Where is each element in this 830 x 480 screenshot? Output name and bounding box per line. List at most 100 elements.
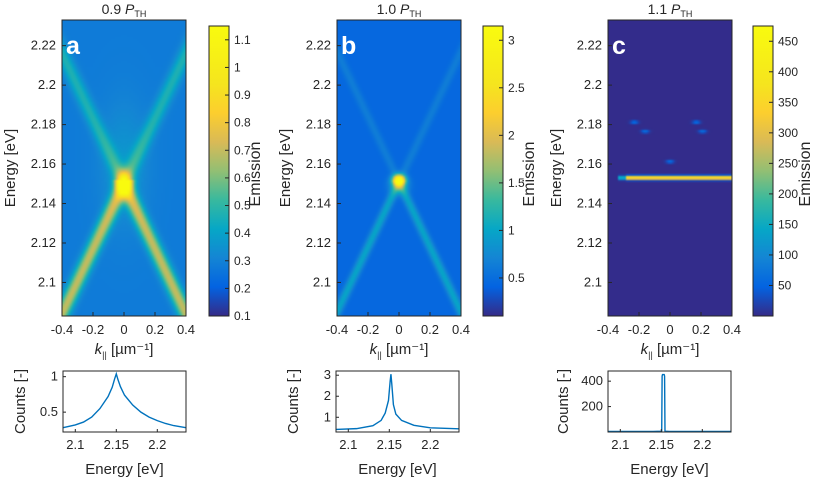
- panel-label-c: c: [612, 32, 626, 60]
- heatmap-b-xtick-label: 0.2: [421, 322, 439, 337]
- colorbar-a-tick-label: 0.6: [234, 171, 251, 185]
- heatmap-c-image: [608, 20, 732, 316]
- heatmap-a-ytick-label: 2.22: [31, 38, 56, 53]
- spectrum-b-spectrum-ylabel: Counts [-]: [285, 369, 302, 434]
- colorbar-c-tick-label: 350: [778, 95, 798, 109]
- heatmap-b-ytick-label: 2.16: [306, 156, 331, 171]
- heatmap-a-ytick-label: 2.1: [38, 274, 56, 289]
- heatmap-c-ytick-label: 2.22: [577, 38, 602, 53]
- spectrum-b-spectrum-xlabel: Energy [eV]: [358, 461, 436, 478]
- heatmap-a-xtick-label: 0.4: [177, 322, 195, 337]
- heatmap-c-xlabel: k|| [µm⁻¹]: [641, 341, 700, 360]
- spectrum-c-spectrum-xtick-label: 2.2: [693, 437, 711, 452]
- colorbar-a: [208, 25, 230, 317]
- spectrum-b-spectrum-xtick-label: 2.15: [377, 437, 402, 452]
- spectrum-a-spectrum-xtick-label: 2.2: [148, 437, 166, 452]
- spectrum-b-spectrum-xtick-label: 2.2: [421, 437, 439, 452]
- colorbar-c-tick-label: 50: [778, 278, 792, 292]
- colorbar-c: [752, 25, 774, 317]
- colorbar-c-tick-label: 150: [778, 217, 798, 231]
- spectrum-a-spectrum-ytick-label: 1: [51, 369, 58, 384]
- spectrum-a-spectrum-line: [62, 371, 187, 429]
- heatmap-a-ytick-label: 2.18: [31, 117, 56, 132]
- colorbar-a-tick-label: 1.1: [234, 33, 251, 47]
- spectrum-c-spectrum-frame: [607, 370, 732, 433]
- colorbar-a-tick-label: 1: [234, 60, 241, 74]
- spectrum-c-spectrum-ylabel: Counts [-]: [555, 369, 572, 434]
- heatmap-b-ylabel: Energy [eV]: [277, 129, 294, 207]
- colorbar-c-tick-label: 400: [778, 65, 798, 79]
- heatmap-c-xtick-label: -0.2: [628, 322, 650, 337]
- spectrum-c-spectrum-ytick-label: 200: [581, 399, 603, 414]
- colorbar-c-tick-label: 300: [778, 126, 798, 140]
- heatmap-a-xtick-label: -0.4: [51, 322, 73, 337]
- heatmap-c-xtick-label: 0.4: [723, 322, 741, 337]
- spectrum-c-spectrum-xtick-label: 2.15: [649, 437, 674, 452]
- spectrum-c-spectrum-xlabel: Energy [eV]: [630, 461, 708, 478]
- spectrum-a-spectrum-xtick-label: 2.15: [104, 437, 129, 452]
- colorbar-b: [482, 25, 504, 317]
- colorbar-a-tick-label: 0.7: [234, 143, 251, 157]
- heatmap-b-xtick-label: 0.4: [452, 322, 470, 337]
- spectrum-c-spectrum-xtick-label: 2.1: [611, 437, 629, 452]
- heatmap-c-ytick-label: 2.2: [584, 77, 602, 92]
- colorbar-c-label: Emission: [797, 142, 814, 207]
- heatmap-b-ytick-label: 2.1: [313, 274, 331, 289]
- heatmap-b-ytick-label: 2.22: [306, 38, 331, 53]
- heatmap-b-ytick-label: 2.2: [313, 77, 331, 92]
- colorbar-b-tick-label: 2: [508, 128, 515, 142]
- spectrum-a-spectrum-xlabel: Energy [eV]: [85, 461, 163, 478]
- heatmap-c-ytick-label: 2.1: [584, 274, 602, 289]
- spectrum-b-spectrum-ytick-label: 1: [324, 409, 331, 424]
- heatmap-a-xtick-label: -0.2: [82, 322, 104, 337]
- colorbar-c-tick-label: 250: [778, 156, 798, 170]
- colorbar-a-tick-label: 0.3: [234, 254, 251, 268]
- spectrum-a-spectrum-ytick-label: 0.5: [40, 404, 58, 419]
- spectrum-a-spectrum-ylabel: Counts [-]: [12, 369, 29, 434]
- spectrum-b-spectrum-line: [335, 374, 460, 431]
- colorbar-a-tick-label: 0.8: [234, 116, 251, 130]
- heatmap-a-ytick-label: 2.12: [31, 235, 56, 250]
- colorbar-c-tick-label: 200: [778, 187, 798, 201]
- heatmap-a-ylabel: Energy [eV]: [2, 129, 19, 207]
- heatmap-c-ytick-label: 2.18: [577, 117, 602, 132]
- colorbar-c-tick-label: 450: [778, 34, 798, 48]
- heatmap-c-xtick-label: 0.2: [692, 322, 710, 337]
- heatmap-a-ytick-label: 2.2: [38, 77, 56, 92]
- heatmap-c-xtick-label: -0.4: [597, 322, 619, 337]
- colorbar-b-tick-label: 1.5: [508, 176, 525, 190]
- heatmap-c-title: 1.1 PTH: [648, 1, 693, 19]
- colorbar-a-tick-label: 0.5: [234, 199, 251, 213]
- colorbar-a-tick-label: 0.1: [234, 309, 251, 323]
- colorbar-a-tick-label: 0.9: [234, 88, 251, 102]
- heatmap-b-xtick-label: 0: [395, 322, 402, 337]
- heatmap-b-ytick-label: 2.14: [306, 196, 331, 211]
- heatmap-b-ytick-label: 2.18: [306, 117, 331, 132]
- colorbar-b-tick-label: 1: [508, 223, 515, 237]
- colorbar-a-label: Emission: [247, 142, 264, 207]
- heatmap-a-xtick-label: 0: [120, 322, 127, 337]
- spectrum-a-spectrum-frame: [62, 370, 187, 433]
- spectrum-c-spectrum-ytick-label: 400: [581, 373, 603, 388]
- colorbar-b-tick-label: 0.5: [508, 271, 525, 285]
- spectrum-b-spectrum-xtick-label: 2.1: [339, 437, 357, 452]
- heatmap-c-ytick-label: 2.14: [577, 196, 602, 211]
- heatmap-c-ytick-label: 2.16: [577, 156, 602, 171]
- colorbar-a-tick-label: 0.4: [234, 226, 251, 240]
- spectrum-b-spectrum-ytick-label: 3: [324, 367, 331, 382]
- heatmap-c-ylabel: Energy [eV]: [548, 129, 565, 207]
- colorbar-a-tick-label: 0.2: [234, 281, 251, 295]
- heatmap-b-title: 1.0 PTH: [377, 1, 422, 19]
- panel-label-a: a: [66, 32, 81, 60]
- heatmap-b-ytick-label: 2.12: [306, 235, 331, 250]
- heatmap-a-xlabel: k|| [µm⁻¹]: [95, 341, 154, 360]
- heatmap-a-ytick-label: 2.14: [31, 196, 56, 211]
- colorbar-c-tick-label: 100: [778, 248, 798, 262]
- spectrum-b-spectrum-frame: [335, 370, 460, 433]
- heatmap-b-image: [337, 20, 461, 316]
- heatmap-a-xtick-label: 0.2: [146, 322, 164, 337]
- heatmap-b-xtick-label: -0.4: [326, 322, 348, 337]
- heatmap-a-title: 0.9 PTH: [102, 1, 147, 19]
- heatmap-b-xlabel: k|| [µm⁻¹]: [370, 341, 429, 360]
